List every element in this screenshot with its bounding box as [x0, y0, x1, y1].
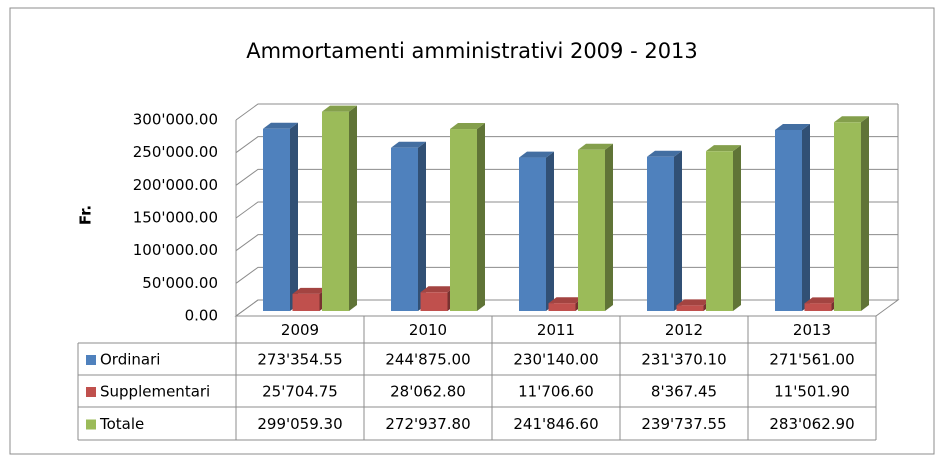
y-axis-title: Fr.	[77, 205, 95, 225]
grid-line	[235, 234, 898, 252]
bar-top	[706, 145, 741, 152]
grid-line	[235, 266, 898, 284]
table-value: 299'059.30	[257, 415, 342, 433]
x-tick-label: 2010	[409, 321, 447, 339]
table-value: 241'846.60	[513, 415, 598, 433]
grid-line	[235, 103, 898, 121]
bar-top	[322, 105, 357, 112]
bar-top	[263, 122, 298, 129]
bar	[322, 111, 349, 311]
bar	[706, 151, 733, 311]
bar	[420, 292, 448, 311]
bar-top	[676, 299, 712, 306]
y-tick-label: 150'000.00	[133, 209, 218, 227]
x-tick-label: 2011	[537, 321, 575, 339]
bar	[548, 303, 576, 311]
y-tick-label: 200'000.00	[133, 176, 218, 194]
bar-side	[477, 123, 485, 311]
table-value: 271'561.00	[769, 351, 854, 369]
bar	[519, 157, 546, 311]
table-value: 25'704.75	[262, 383, 338, 401]
bar-top	[519, 151, 554, 158]
table-value: 11'706.60	[518, 383, 594, 401]
table-value: 244'875.00	[385, 351, 470, 369]
bar-side	[546, 151, 554, 311]
legend-label: Ordinari	[100, 351, 160, 369]
table-value: 272'937.80	[385, 415, 470, 433]
bar	[676, 305, 704, 311]
x-tick-label: 2012	[665, 321, 703, 339]
bar-top	[578, 143, 613, 150]
x-tick-label: 2013	[793, 321, 831, 339]
bar	[578, 149, 605, 311]
legend-key	[86, 387, 96, 397]
bar-top	[647, 150, 682, 157]
bar-side	[733, 145, 741, 311]
bar-top	[450, 123, 485, 130]
bar-top	[391, 141, 426, 148]
bar	[804, 303, 832, 311]
bar-side	[802, 123, 810, 311]
grid-line	[235, 201, 898, 219]
legend-label: Totale	[99, 415, 144, 433]
bar-side	[605, 143, 613, 311]
legend-key	[86, 355, 96, 365]
bar-top	[420, 286, 456, 293]
grid-line	[235, 168, 898, 186]
x-tick-label: 2009	[281, 321, 319, 339]
bar	[450, 129, 477, 311]
bar-top	[775, 123, 810, 130]
table-value: 239'737.55	[641, 415, 726, 433]
table-value: 11'501.90	[774, 383, 850, 401]
bar	[391, 147, 418, 311]
bar-side	[418, 141, 426, 311]
legend-label: Supplementari	[100, 383, 210, 401]
table-value: 28'062.80	[390, 383, 466, 401]
bar-top	[834, 116, 869, 123]
bar	[263, 128, 290, 311]
bar-top	[548, 297, 584, 304]
bar	[292, 293, 320, 311]
bar-side	[290, 122, 298, 311]
y-tick-label: 100'000.00	[133, 241, 218, 259]
table-value: 230'140.00	[513, 351, 598, 369]
table-value: 8'367.45	[651, 383, 717, 401]
bar	[834, 122, 861, 311]
y-tick-label: 250'000.00	[133, 143, 218, 161]
y-tick-label: 300'000.00	[133, 111, 218, 129]
grid-line	[235, 136, 898, 154]
table-value: 283'062.90	[769, 415, 854, 433]
table-value: 273'354.55	[257, 351, 342, 369]
chart-title: Ammortamenti amministrativi 2009 - 2013	[246, 39, 698, 63]
y-tick-label: 50'000.00	[142, 274, 218, 292]
bar-side	[674, 150, 682, 311]
bar	[775, 129, 802, 311]
bar	[647, 156, 674, 311]
bar-top	[292, 287, 328, 294]
legend-key	[86, 419, 96, 430]
y-tick-label: 0.00	[185, 307, 218, 325]
table-value: 231'370.10	[641, 351, 726, 369]
bar-top	[804, 297, 840, 304]
bar-side	[349, 105, 357, 311]
bar-side	[861, 116, 869, 311]
